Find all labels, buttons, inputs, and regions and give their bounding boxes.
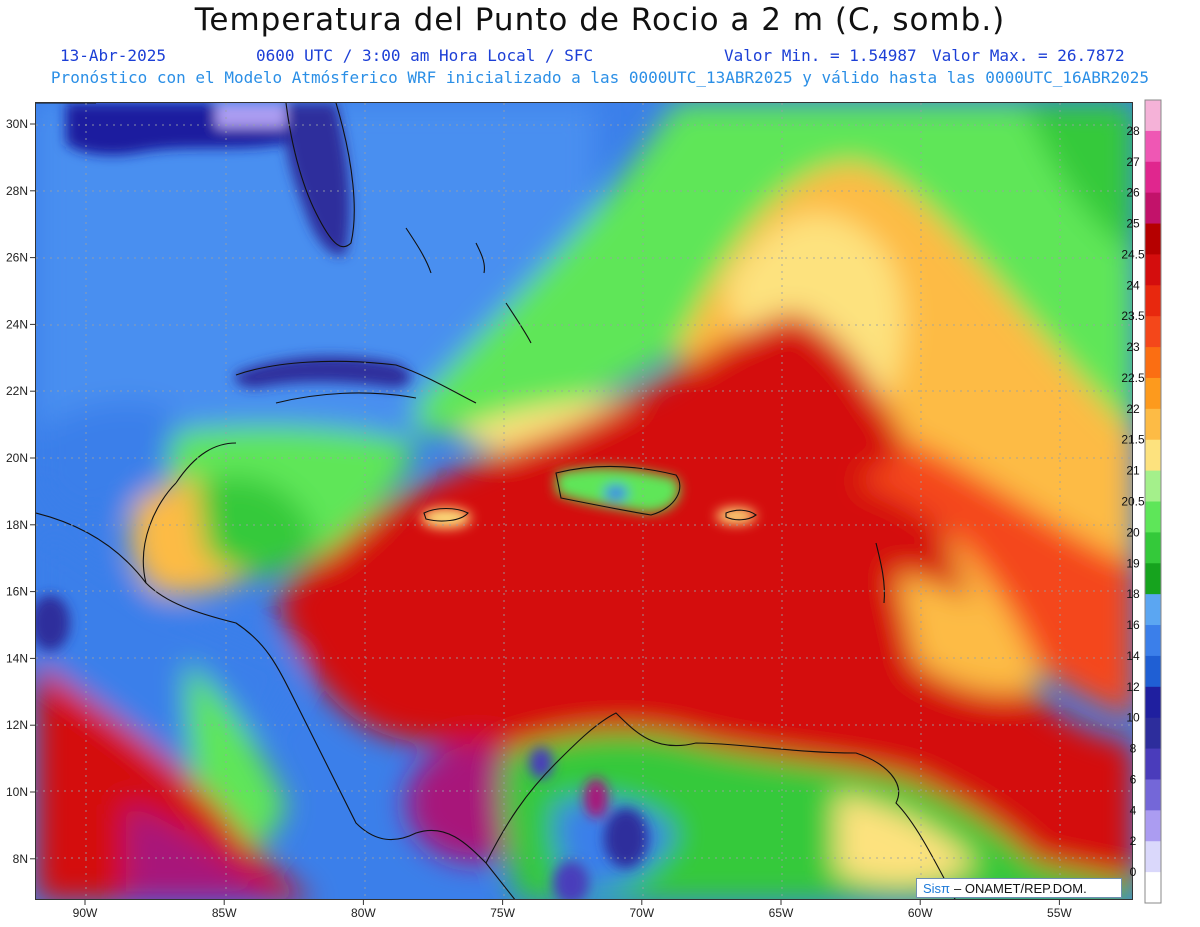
colorbar-swatch [1145,223,1161,255]
lat-label: 12N [6,718,28,732]
lon-label: 85W [212,906,237,920]
colorbar-swatch [1145,563,1161,595]
credit-text: – ONAMET/REP.DOM. [954,880,1087,896]
lon-label: 60W [908,906,933,920]
colorbar-swatch [1145,625,1161,657]
colorbar-swatch [1145,748,1161,780]
lat-label: 26N [6,251,28,265]
max-value: Valor Max. = 26.7872 [932,46,1125,65]
lat-label: 8N [13,852,28,866]
colorbar-swatch [1145,532,1161,564]
colorbar-swatch [1145,130,1161,163]
lat-label: 14N [6,651,28,665]
colorbar-frame [1144,99,1162,904]
colorbar-swatch [1145,347,1161,379]
lat-label: 16N [6,585,28,599]
colorbar-swatch [1145,686,1161,719]
colorbar-swatch [1145,872,1161,904]
lat-label: 20N [6,451,28,465]
colorbar-swatch [1145,285,1161,317]
colorbar-swatch [1145,100,1161,132]
colorbar-swatch [1145,408,1161,441]
lon-label: 80W [351,906,376,920]
colorbar-swatch [1145,470,1161,502]
lat-label: 22N [6,384,28,398]
lat-label: 18N [6,518,28,532]
colorbar-swatch [1145,316,1161,348]
colorbar-swatch [1145,810,1161,842]
forecast-date: 13-Abr-2025 [60,46,166,65]
lon-label: 70W [629,906,654,920]
lon-label: 65W [769,906,794,920]
colorbar-swatch [1145,161,1161,194]
colorbar-swatch [1145,841,1161,873]
colorbar-swatch [1145,717,1161,750]
colorbar-swatch [1145,594,1161,626]
colorbar-swatch [1145,501,1161,533]
colorbar-swatch [1145,655,1161,688]
lat-label: 24N [6,317,28,331]
colorbar-swatch [1145,779,1161,811]
model-info: Pronóstico con el Modelo Atmósferico WRF… [50,68,1150,87]
lon-label: 75W [490,906,515,920]
credit-box: Sisπ – ONAMET/REP.DOM. [916,878,1122,898]
colorbar-swatch [1145,192,1161,225]
sispi-logo: Sisπ [923,880,951,896]
dewpoint-map [35,102,1133,900]
map-title: Temperatura del Punto de Rocio a 2 m (C,… [194,2,1006,38]
lon-label: 90W [73,906,98,920]
min-value: Valor Min. = 1.54987 [724,46,917,65]
lon-label: 55W [1047,906,1072,920]
colorbar-swatch [1145,439,1161,472]
lat-label: 28N [6,184,28,198]
forecast-time: 0600 UTC / 3:00 am Hora Local / SFC [256,46,594,65]
colorbar-swatch [1145,377,1161,410]
lat-label: 30N [6,117,28,131]
lat-label: 10N [6,785,28,799]
colorbar-swatch [1145,254,1161,286]
